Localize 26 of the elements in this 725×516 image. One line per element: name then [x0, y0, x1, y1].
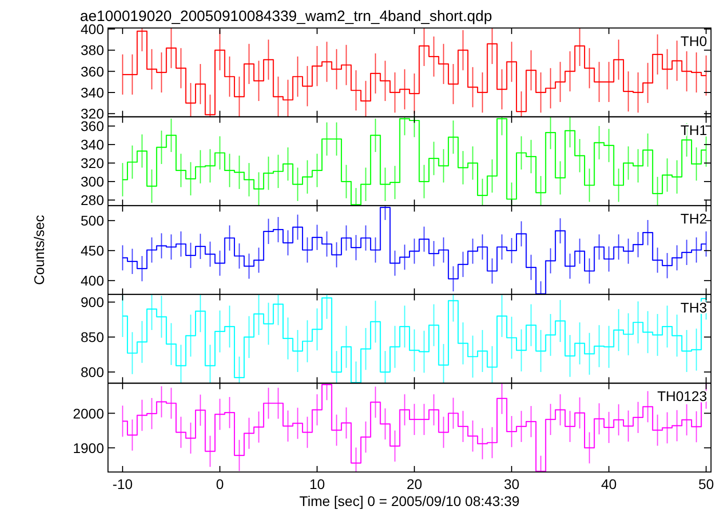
x-tick-label: 0 — [216, 476, 224, 492]
x-tick-label: 50 — [698, 476, 714, 492]
series-label: TH0 — [680, 33, 708, 49]
y-axis-title: Counts/sec — [31, 214, 47, 286]
y-tick-label: 380 — [80, 42, 104, 58]
y-tick-label: 450 — [80, 242, 104, 259]
x-tick-label: -10 — [112, 476, 133, 492]
y-tick-label: 280 — [80, 192, 104, 208]
y-tick-label: 360 — [80, 63, 104, 80]
y-tick-label: 340 — [80, 136, 104, 153]
y-tick-label: 2000 — [72, 405, 104, 422]
y-tick-label: 800 — [80, 364, 104, 380]
y-tick-label: 900 — [80, 294, 104, 310]
series-label: TH2 — [680, 210, 708, 227]
x-tick-label: 40 — [601, 476, 617, 492]
y-tick-label: 320 — [80, 155, 104, 172]
x-axis-title: Time [sec] 0 = 2005/09/10 08:43:39 — [299, 493, 520, 509]
y-tick-label: 1900 — [72, 440, 104, 456]
y-tick-label: 300 — [80, 174, 104, 190]
x-tick-label: 20 — [406, 476, 422, 492]
y-tick-label: 850 — [80, 329, 104, 346]
y-tick-label: 500 — [80, 212, 104, 229]
x-tick-label: 30 — [504, 476, 520, 492]
y-tick-label: 340 — [80, 84, 104, 100]
y-tick-label: 400 — [80, 272, 104, 289]
x-tick-label: 10 — [309, 476, 326, 492]
